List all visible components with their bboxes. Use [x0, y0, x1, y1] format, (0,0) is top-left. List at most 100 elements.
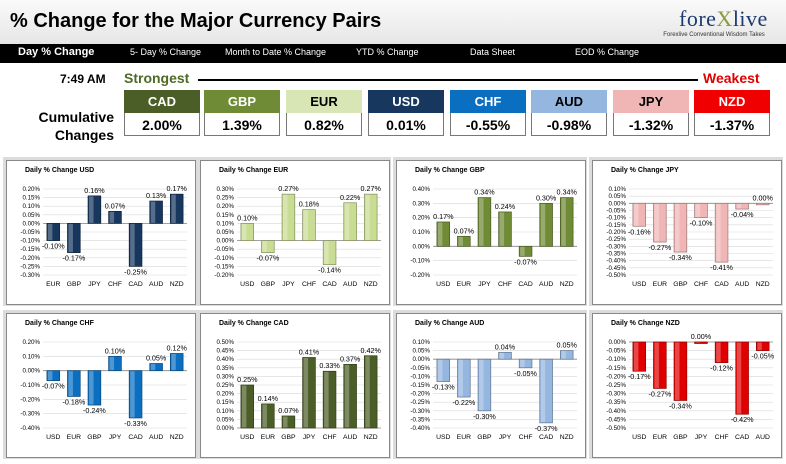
- currency-cumulative-value: 0.82%: [286, 113, 362, 136]
- chart-title: Daily % Change EUR: [219, 167, 289, 174]
- data-label: 0.24%: [495, 202, 516, 211]
- bar-eur: [653, 341, 667, 389]
- bar-highlight: [283, 416, 288, 428]
- bar-nzd: [559, 350, 574, 360]
- y-tick-label: -0.40%: [606, 258, 626, 265]
- y-tick-label: -0.05%: [410, 365, 430, 372]
- x-tick-label: USD: [632, 434, 646, 441]
- x-tick-label: JPY: [303, 434, 316, 441]
- y-tick-label: 0.10%: [22, 353, 40, 360]
- bar-gbp: [673, 341, 688, 401]
- y-tick-label: -0.30%: [606, 243, 626, 250]
- data-label: 0.16%: [84, 186, 105, 195]
- nav-data-sheet[interactable]: Data Sheet: [470, 47, 516, 57]
- bar-nzd: [169, 193, 184, 224]
- x-tick-label: NZD: [560, 434, 574, 441]
- x-tick-label: EUR: [457, 434, 471, 441]
- bar-aud: [343, 364, 357, 429]
- x-tick-label: CHF: [323, 434, 337, 441]
- bar-jpy: [498, 351, 512, 360]
- bar-eur: [457, 358, 471, 398]
- chart-panel-jpy: Daily % Change JPY 0.10% 0.05% 0.00% -0.05% -…: [589, 157, 783, 306]
- x-tick-label: JPY: [695, 434, 708, 441]
- bar-highlight: [150, 364, 156, 371]
- bar-highlight: [150, 201, 156, 223]
- chart-title: Daily % Change JPY: [611, 167, 679, 174]
- y-tick-label: 0.30%: [216, 373, 234, 380]
- bar-chart: 0.20% 0.10% 0.00% -0.10% -0.20% -0.30% -0.40% -…: [20, 339, 187, 441]
- bar-chf: [518, 358, 533, 369]
- bar-chf: [108, 211, 122, 224]
- currency-name: EUR: [286, 90, 362, 113]
- title-bar: % Change for the Major Currency Pairs fo…: [0, 0, 786, 45]
- data-label: -0.17%: [62, 254, 85, 263]
- bar-eur: [261, 403, 275, 429]
- data-label: -0.27%: [648, 389, 671, 398]
- x-tick-label: GBP: [281, 434, 296, 441]
- y-tick-label: 0.00%: [22, 220, 40, 227]
- currency-cumulative-value: -1.37%: [694, 113, 770, 136]
- data-label: 0.07%: [105, 201, 126, 210]
- currency-tile-jpy: JPY -1.32%: [613, 90, 689, 138]
- nav-5day-change[interactable]: 5- Day % Change: [130, 47, 202, 57]
- data-label: -0.17%: [628, 372, 651, 381]
- x-tick-label: NZD: [756, 281, 770, 288]
- x-tick-label: CAD: [128, 281, 142, 288]
- x-tick-label: GBP: [261, 281, 276, 288]
- y-tick-label: -0.20%: [410, 391, 430, 398]
- x-tick-label: CHF: [498, 281, 512, 288]
- bar-aud: [149, 363, 163, 372]
- data-label: -0.04%: [731, 210, 754, 219]
- x-tick-label: CHF: [108, 281, 122, 288]
- bar-usd: [436, 358, 451, 382]
- bar-jpy: [108, 355, 122, 372]
- bar-highlight: [68, 223, 73, 253]
- x-tick-label: USD: [240, 281, 254, 288]
- currency-cumulative-value: 0.01%: [368, 113, 444, 136]
- y-tick-label: 0.05%: [412, 348, 430, 355]
- bar-chf: [322, 370, 337, 429]
- bar-aud: [539, 202, 553, 247]
- y-tick-label: 0.30%: [412, 200, 430, 207]
- x-tick-label: GBP: [67, 281, 82, 288]
- bar-jpy: [281, 193, 296, 241]
- bar-highlight: [437, 359, 443, 382]
- nav-ytd-change[interactable]: YTD % Change: [356, 47, 419, 57]
- bar-highlight: [675, 342, 680, 400]
- data-label: -0.25%: [124, 267, 147, 276]
- forexlive-logo[interactable]: foreXlive Forexlive Conventional Wisdom …: [655, 6, 773, 40]
- x-tick-label: JPY: [478, 281, 491, 288]
- chart-title: Daily % Change CHF: [25, 320, 94, 327]
- data-label: 0.22%: [340, 193, 361, 202]
- x-tick-label: NZD: [364, 434, 378, 441]
- bar-jpy: [87, 195, 102, 224]
- nav-day-change[interactable]: Day % Change: [18, 46, 95, 58]
- logo-part-a: fore: [679, 6, 717, 31]
- bar-chf: [714, 341, 729, 363]
- data-label: -0.12%: [710, 364, 733, 373]
- x-tick-label: USD: [436, 434, 450, 441]
- bar-nzd: [559, 197, 574, 247]
- bar-highlight: [109, 211, 115, 223]
- bar-usd: [46, 370, 61, 382]
- data-label: 0.41%: [299, 347, 320, 356]
- y-tick-label: -0.15%: [214, 263, 234, 270]
- y-tick-label: 0.15%: [216, 399, 234, 406]
- data-label: 0.13%: [146, 191, 167, 200]
- bar-highlight: [633, 203, 639, 226]
- y-tick-label: -0.30%: [20, 272, 40, 279]
- currency-name: JPY: [613, 90, 689, 113]
- y-tick-label: -0.30%: [410, 408, 430, 415]
- nav-eod-change[interactable]: EOD % Change: [575, 47, 640, 57]
- x-tick-label: CHF: [519, 434, 533, 441]
- y-tick-label: 0.00%: [608, 200, 626, 207]
- logo-text: foreXlive: [679, 6, 768, 32]
- bar-chart: 0.10%0.05%0.00%-0.05%-0.10%-0.15%-0.20%-…: [410, 339, 577, 441]
- data-label: 0.25%: [237, 375, 258, 384]
- y-tick-label: -0.05%: [606, 348, 626, 355]
- bar-highlight: [262, 241, 267, 253]
- y-tick-label: -0.05%: [606, 208, 626, 215]
- nav-mtd-change[interactable]: Month to Date % Change: [225, 47, 327, 57]
- chart-panel-eur: Daily % Change EUR 0.30% 0.25% 0.20% 0.15% 0.…: [197, 157, 391, 306]
- bar-highlight: [499, 212, 505, 246]
